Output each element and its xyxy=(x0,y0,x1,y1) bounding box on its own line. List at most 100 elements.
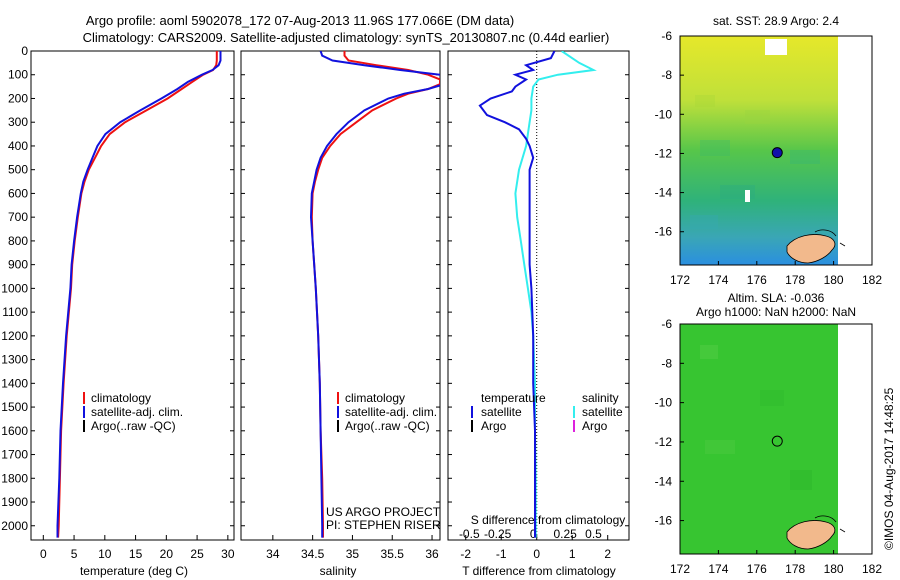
longitude-tick-label: 174 xyxy=(708,562,728,576)
latitude-tick-label: -8 xyxy=(661,68,672,82)
latitude-tick-label: -14 xyxy=(655,186,673,200)
s-difference-label: S difference from climatology xyxy=(471,513,626,527)
depth-tick-label: 1000 xyxy=(1,281,28,295)
sst-map-frame xyxy=(679,35,873,266)
t-difference-tick-label: 1 xyxy=(569,547,576,561)
t-difference-axis: -2 -1 0 1 2 xyxy=(460,535,611,561)
sst-map-axes: 172 174 176 178 180 182 -6 -8 -10 -12 -14 -16 xyxy=(655,29,883,287)
figure-title-line2: Climatology: CARS2009. Satellite-adjuste… xyxy=(83,30,610,45)
sst-missing-data xyxy=(838,36,872,265)
depth-tick-label: 800 xyxy=(8,234,28,248)
latitude-tick-label: -16 xyxy=(655,225,673,239)
sla-map-title-line1: Altim. SLA: -0.036 xyxy=(728,291,825,305)
salinity-difference-line xyxy=(514,51,597,538)
sst-map-panel: sat. SST: 28.9 Argo: 2.4 172 174 176 178 180… xyxy=(655,14,883,287)
salinity-legend: climatology satellite-adj. clim. Argo(..… xyxy=(337,391,437,433)
t-difference-tick-label: 2 xyxy=(604,547,611,561)
longitude-tick-label: 180 xyxy=(824,562,844,576)
s-difference-tick-label: -0.25 xyxy=(484,527,512,541)
depth-tick-label: 1500 xyxy=(1,400,28,414)
latitude-tick-label: -16 xyxy=(655,514,673,528)
depth-tick-label: 1300 xyxy=(1,353,28,367)
s-difference-tick-label: 0.25 xyxy=(553,527,577,541)
t-difference-xlabel: T difference from climatology xyxy=(462,564,616,578)
longitude-tick-label: 176 xyxy=(747,562,767,576)
salinity-satellite-line xyxy=(309,51,440,538)
sst-map-title: sat. SST: 28.9 Argo: 2.4 xyxy=(713,14,839,28)
salinity-tick-label: 35 xyxy=(346,547,360,561)
salinity-axis: 34 34.5 35 35.5 36 xyxy=(266,535,439,561)
temperature-legend: climatology satellite-adj. clim. Argo(..… xyxy=(83,391,183,433)
salinity-tick-label: 34 xyxy=(266,547,280,561)
legend-argo-label: Argo(..raw -QC) xyxy=(345,419,430,433)
legend-climatology-label: climatology xyxy=(345,391,405,405)
salinity-tick-label: 34.5 xyxy=(301,547,325,561)
latitude-tick-label: -14 xyxy=(655,474,673,488)
salinity-xlabel: salinity xyxy=(320,564,357,578)
legend-salinity-title: salinity xyxy=(582,391,619,405)
latitude-tick-label: -8 xyxy=(661,356,672,370)
sla-map-panel: Altim. SLA: -0.036 Argo h1000: NaN h2000… xyxy=(655,291,883,576)
latitude-tick-label: -12 xyxy=(655,146,673,160)
depth-tick-label: 1200 xyxy=(1,329,28,343)
sla-map-title-line2: Argo h1000: NaN h2000: NaN xyxy=(696,305,856,319)
longitude-tick-label: 172 xyxy=(670,562,690,576)
legend-temp-argo-label: Argo xyxy=(481,419,507,433)
latitude-tick-label: -6 xyxy=(661,29,672,43)
profile-location-marker xyxy=(771,147,783,159)
profile-location-marker xyxy=(771,435,783,447)
legend-sal-satellite-label: satellite xyxy=(582,405,623,419)
salinity-tick-label: 35.5 xyxy=(381,547,405,561)
depth-tick-label: 1600 xyxy=(1,424,28,438)
depth-tick-label: 400 xyxy=(8,139,28,153)
sla-map-frame xyxy=(679,323,873,555)
temperature-tick-label: 5 xyxy=(71,547,78,561)
temperature-difference-line xyxy=(478,51,556,538)
depth-tick-label: 1400 xyxy=(1,376,28,390)
sst-field xyxy=(680,36,838,265)
legend-temp-satellite-label: satellite xyxy=(481,405,522,419)
depth-tick-label: 200 xyxy=(8,91,28,105)
project-annotation: US ARGO PROJECT xyxy=(326,505,441,519)
temperature-tick-label: 0 xyxy=(40,547,47,561)
t-difference-tick-label: -2 xyxy=(460,547,471,561)
depth-tick-label: 600 xyxy=(8,186,28,200)
difference-panel: -2 -1 0 1 2 -0.5 -0.25 0 0.25 0.5 S difference f… xyxy=(447,50,630,578)
coastline-outline xyxy=(814,515,846,533)
sla-texture xyxy=(700,345,812,490)
longitude-tick-label: 172 xyxy=(670,273,690,287)
sst-missing-data xyxy=(765,39,787,55)
depth-tick-label: 100 xyxy=(8,68,28,82)
latitude-tick-label: -10 xyxy=(655,107,673,121)
depth-tick-label: 900 xyxy=(8,258,28,272)
longitude-tick-label: 178 xyxy=(785,562,805,576)
difference-depth-ticks xyxy=(448,50,629,527)
temperature-panel: 0100200300400500600700800900100011001200… xyxy=(1,44,235,578)
watermark: ©IMOS 04-Aug-2017 14:48:25 xyxy=(882,387,896,550)
temperature-tick-label: 30 xyxy=(221,547,235,561)
temperature-tick-label: 20 xyxy=(160,547,174,561)
salinity-panel: 34 34.5 35 35.5 36 salinity climatology sate… xyxy=(240,50,441,578)
sla-map-axes: 172 174 176 178 180 182 -6 -8 -10 -12 -14 -16 xyxy=(655,317,883,576)
longitude-tick-label: 182 xyxy=(862,562,882,576)
pi-annotation: PI: STEPHEN RISER xyxy=(326,518,441,532)
latitude-tick-label: -10 xyxy=(655,396,673,410)
depth-tick-label: 1700 xyxy=(1,448,28,462)
s-difference-tick-label: 0.5 xyxy=(585,527,602,541)
salinity-tick-label: 36 xyxy=(425,547,439,561)
figure-title-line1: Argo profile: aoml 5902078_172 07-Aug-20… xyxy=(86,13,514,28)
depth-tick-label: 500 xyxy=(8,163,28,177)
depth-tick-label: 2000 xyxy=(1,519,28,533)
legend-satellite-label: satellite-adj. clim. xyxy=(91,405,183,419)
t-difference-tick-label: 0 xyxy=(533,547,540,561)
legend-sal-argo-label: Argo xyxy=(582,419,608,433)
salinity-depth-ticks xyxy=(241,50,440,527)
legend-satellite-label: satellite-adj. clim. xyxy=(345,405,437,419)
depth-tick-label: 700 xyxy=(8,210,28,224)
depth-tick-label: 1100 xyxy=(2,305,28,319)
coastline-outline xyxy=(814,229,846,247)
depth-tick-label: 0 xyxy=(21,44,28,58)
s-difference-tick-label: 0 xyxy=(530,527,537,541)
difference-legend: temperature satellite Argo salinity sate… xyxy=(471,391,623,433)
s-difference-tick-label: -0.5 xyxy=(459,527,480,541)
